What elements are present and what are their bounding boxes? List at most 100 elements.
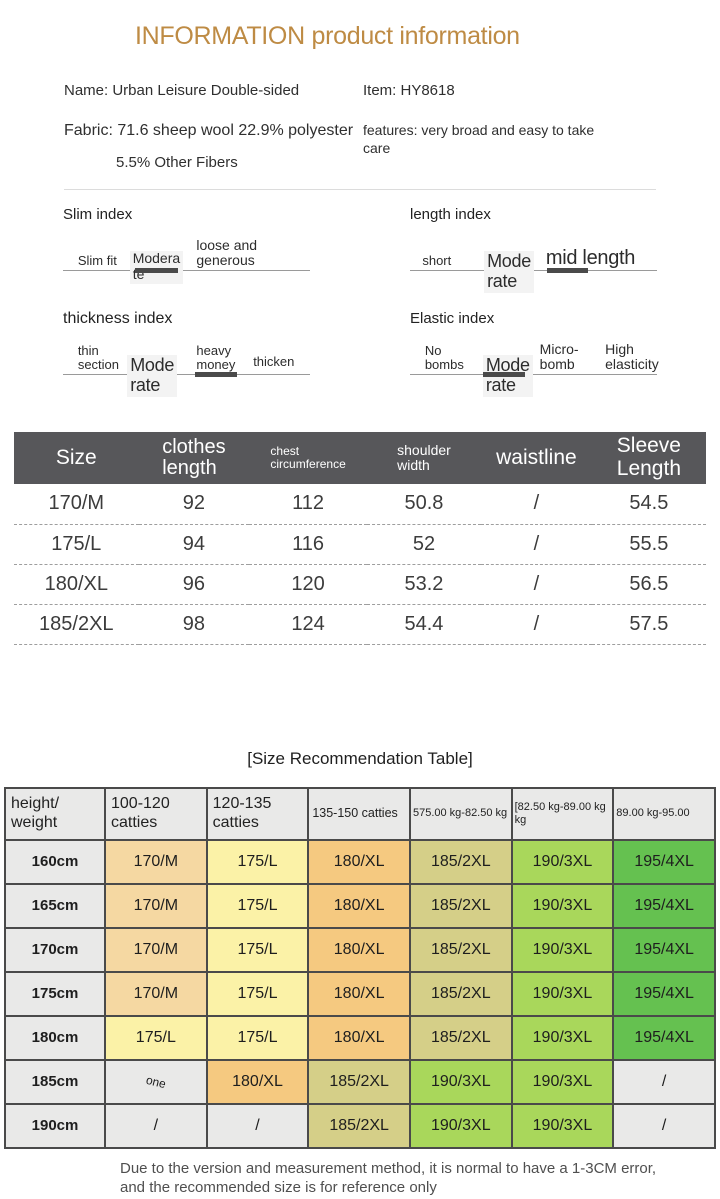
recommendation-column-header: 100-120 catties — [104, 786, 208, 841]
size-table-cell: 57.5 — [591, 604, 706, 645]
slider-track — [63, 270, 310, 271]
recommendation-cell: / — [104, 1102, 208, 1149]
recommendation-cell: 185/2XL — [408, 1014, 513, 1061]
fabric-composition-extra: 5.5% Other Fibers — [116, 154, 238, 171]
recommendation-cell: 180/XL — [307, 838, 411, 885]
height-cell: 170cm — [4, 926, 106, 973]
size-table-cell: 170/M — [14, 484, 139, 525]
recommendation-cell: 195/4XL — [612, 838, 716, 885]
product-item-number: Item: HY8618 — [363, 82, 455, 99]
recommendation-cell: 170/M — [104, 970, 208, 1017]
recommendation-row: 190cm //185/2XL 190/3XL 190/3XL / — [4, 1102, 716, 1149]
size-table-cell: 52 — [366, 524, 482, 565]
size-table-cell: / — [481, 604, 592, 645]
recommendation-cell: / — [612, 1102, 716, 1149]
recommendation-cell: 185/2XL — [408, 926, 513, 973]
size-column-header-label: waistline — [496, 446, 577, 469]
size-table-cell: 124 — [249, 604, 367, 645]
recommendation-column-header: 120-135 catties — [205, 786, 310, 841]
slider-track — [410, 374, 657, 375]
recommendation-cell: 175/L — [205, 1014, 310, 1061]
recommendation-row: 180cm 175/L 175/L 180/XL 185/2XL 190/3XL 195/4… — [4, 1014, 716, 1061]
recommendation-cell: 190/3XL — [510, 882, 615, 929]
product-info-section: Name: Urban Leisure Double-sided Item: H… — [0, 81, 720, 173]
recommendation-table: height/ weight 100-120 catties 120-135 cat… — [4, 786, 716, 1149]
size-table-cell: 55.5 — [591, 524, 706, 565]
recommendation-column-header: 89.00 kg-95.00 — [612, 786, 716, 841]
size-table-cell: 98 — [138, 604, 250, 645]
size-table-cell: 54.4 — [366, 604, 482, 645]
recommendation-cell: 195/4XL — [612, 926, 716, 973]
slider-label: Mode rate — [484, 251, 534, 294]
slider-label: thin section — [77, 342, 120, 373]
recommendation-column-header: 575.00 kg-82.50 kg — [408, 786, 513, 841]
recommendation-column-header: [82.50 kg-89.00 kg kg — [510, 786, 615, 841]
product-name: Name: Urban Leisure Double-sided — [64, 82, 300, 99]
recommendation-cell: 190/3XL — [510, 838, 615, 885]
recommendation-cell: 190/3XL — [510, 1014, 615, 1061]
recommendation-cell: / — [205, 1102, 310, 1149]
size-table-cell: 53.2 — [366, 564, 482, 605]
recommendation-cell: 195/4XL — [612, 970, 716, 1017]
recommendation-cell: 175/L — [205, 926, 310, 973]
slider-marker — [482, 372, 525, 377]
slider-track — [63, 374, 310, 375]
slider-label: Mode rate — [127, 355, 178, 398]
size-table-header-row: Size clothes length chest circumference sho… — [14, 432, 706, 484]
recommendation-cell: 190/3XL — [510, 926, 615, 973]
recommendation-cell: 180/XL — [307, 882, 411, 929]
slider-marker — [547, 268, 588, 273]
recommendation-row: 185cm one 180/XL 185/2XL 190/3XL 190/3XL / — [4, 1058, 716, 1105]
size-column-header-label: clothes length — [162, 435, 226, 479]
slider-label: loose and generous — [196, 236, 258, 269]
size-table-cell: 50.8 — [366, 484, 482, 525]
recommendation-row: 165cm 170/M 175/L 180/XL 185/2XL 190/3XL 195/4… — [4, 882, 716, 929]
recommendation-cell: 190/3XL — [510, 970, 615, 1017]
size-table-row: 185/2XL 98 124 54.4/57.5 — [14, 604, 706, 645]
size-column-header: clothes length — [138, 432, 250, 484]
size-column-header-label: Sleeve Length — [616, 434, 681, 480]
size-table-cell: / — [481, 484, 592, 525]
recommendation-cell: 195/4XL — [612, 1014, 716, 1061]
slider-label: No bombs — [424, 342, 464, 373]
size-table-cell: 56.5 — [591, 564, 706, 605]
recommendation-cell: 175/L — [104, 1014, 208, 1061]
recommendation-cell: one — [104, 1058, 208, 1105]
size-table-cell: 92 — [138, 484, 250, 525]
slider-label: Slim fit — [77, 253, 117, 269]
slider-label: thicken — [253, 354, 295, 370]
thickness-index-block: thickness index thin section Mode rate hea… — [63, 310, 310, 400]
size-table-section: Size clothes length chest circumference sho… — [14, 432, 706, 645]
slider-label: High elasticity — [605, 340, 659, 373]
elastic-index-title: Elastic index — [410, 310, 495, 327]
index-sliders-section: Slim index Slim fit Modera te loose and ge… — [0, 206, 720, 400]
length-index-slider: short Mode rate mid length — [410, 224, 657, 296]
height-cell: 185cm — [4, 1058, 106, 1105]
size-table: Size clothes length chest circumference sho… — [14, 432, 706, 645]
height-cell: 175cm — [4, 970, 106, 1017]
size-column-header-label: chest circumference — [270, 444, 346, 471]
recommendation-cell: 185/2XL — [408, 970, 513, 1017]
size-table-row: 170/M 92 112 50.8/54.5 — [14, 484, 706, 525]
size-column-header: Sleeve Length — [591, 432, 706, 484]
recommendation-cell: 190/3XL — [408, 1058, 513, 1105]
size-table-cell: / — [481, 524, 592, 565]
recommendation-table-title: [Size Recommendation Table] — [247, 748, 473, 768]
recommendation-cell: 180/XL — [307, 970, 411, 1017]
size-table-cell: 175/L — [14, 524, 139, 565]
size-table-cell: 116 — [249, 524, 367, 565]
rotated-cell-label: one — [144, 1072, 168, 1091]
recommendation-column-header: 135-150 catties — [307, 786, 411, 841]
size-table-row: 175/L 94 116 52/55.5 — [14, 524, 706, 565]
size-table-cell: 54.5 — [591, 484, 706, 525]
recommendation-cell: 195/4XL — [612, 882, 716, 929]
size-column-header-label: Size — [55, 446, 97, 469]
recommendation-column-header: height/ weight — [4, 786, 106, 841]
measurement-disclaimer: Due to the version and measurement metho… — [120, 1159, 657, 1196]
fabric-composition: Fabric: 71.6 sheep wool 22.9% polyester — [64, 122, 354, 139]
recommendation-cell: 175/L — [205, 970, 310, 1017]
slider-label: Modera te — [129, 250, 184, 285]
recommendation-cell: 180/XL — [307, 926, 411, 973]
recommendation-cell: 180/XL — [205, 1058, 310, 1105]
size-table-row: 180/XL 96 120 53.2/56.5 — [14, 564, 706, 605]
